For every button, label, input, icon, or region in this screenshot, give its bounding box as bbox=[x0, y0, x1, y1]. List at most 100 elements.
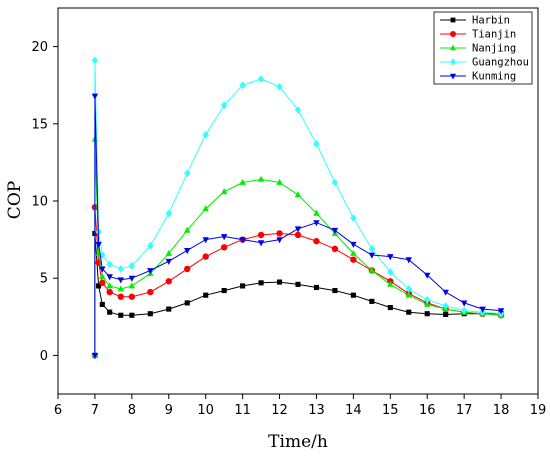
data-point bbox=[202, 237, 209, 244]
data-point bbox=[128, 282, 136, 289]
series-line bbox=[94, 233, 502, 356]
y-axis: 0 5 10 15 20 bbox=[31, 40, 58, 364]
data-point bbox=[294, 191, 302, 198]
data-point bbox=[331, 178, 339, 187]
data-point bbox=[257, 75, 265, 83]
data-point bbox=[117, 265, 124, 273]
data-point bbox=[202, 205, 209, 212]
y-tick-label: 15 bbox=[31, 117, 48, 132]
data-point bbox=[203, 292, 209, 298]
data-point bbox=[368, 266, 376, 273]
x-tick-label: 14 bbox=[345, 403, 362, 418]
series-line bbox=[94, 95, 502, 356]
data-point bbox=[99, 279, 106, 287]
data-point bbox=[99, 301, 105, 308]
data-point bbox=[220, 101, 228, 110]
x-tick-label: 15 bbox=[382, 403, 399, 418]
x-tick-label: 18 bbox=[493, 403, 510, 418]
data-point bbox=[443, 311, 449, 318]
legend-marker bbox=[450, 58, 456, 66]
data-point bbox=[313, 209, 320, 216]
data-point bbox=[257, 175, 265, 182]
data-point bbox=[128, 262, 136, 270]
series-kunming bbox=[91, 93, 505, 360]
legend-marker bbox=[450, 44, 456, 51]
data-point bbox=[96, 283, 102, 289]
data-point bbox=[405, 257, 412, 264]
data-point bbox=[99, 272, 106, 280]
data-point bbox=[424, 295, 431, 304]
data-point bbox=[442, 289, 449, 296]
data-point bbox=[368, 245, 376, 253]
data-point bbox=[276, 82, 283, 91]
data-point bbox=[258, 280, 264, 286]
data-point bbox=[295, 281, 301, 287]
legend-marker bbox=[450, 31, 456, 37]
data-point bbox=[331, 227, 339, 235]
x-tick-label: 7 bbox=[91, 403, 99, 418]
x-tick-label: 10 bbox=[197, 403, 214, 418]
data-point bbox=[276, 230, 283, 237]
data-point bbox=[165, 249, 172, 256]
data-point bbox=[313, 140, 320, 148]
legend-label: Guangzhou bbox=[472, 57, 529, 69]
data-point bbox=[91, 93, 99, 100]
data-point bbox=[147, 288, 154, 296]
data-point bbox=[424, 272, 431, 279]
data-point bbox=[107, 309, 113, 315]
data-point bbox=[129, 312, 135, 318]
series-line bbox=[94, 139, 502, 356]
data-point bbox=[313, 220, 320, 227]
data-point bbox=[147, 311, 153, 317]
data-point bbox=[118, 312, 124, 318]
series-harbin bbox=[92, 230, 504, 358]
series-layer bbox=[91, 56, 505, 360]
data-point bbox=[184, 248, 191, 255]
data-point bbox=[106, 260, 113, 269]
data-point bbox=[387, 304, 393, 311]
series-nanjing bbox=[91, 135, 505, 358]
data-point bbox=[220, 234, 228, 241]
data-point bbox=[424, 311, 430, 317]
data-point bbox=[350, 292, 356, 298]
y-axis-title: COP bbox=[5, 181, 25, 219]
y-tick-label: 0 bbox=[40, 349, 48, 364]
legend-label: Harbin bbox=[472, 15, 510, 27]
data-point bbox=[239, 178, 246, 185]
data-point bbox=[460, 300, 468, 307]
data-point bbox=[294, 106, 302, 114]
x-tick-label: 12 bbox=[271, 403, 288, 418]
data-point bbox=[368, 252, 376, 259]
data-point bbox=[240, 283, 246, 289]
data-point bbox=[276, 178, 283, 185]
y-tick-label: 20 bbox=[31, 40, 48, 55]
data-point bbox=[369, 298, 375, 304]
x-axis: 6 7 8 9 10 11 12 13 14 15 16 17 18 19 bbox=[54, 394, 546, 418]
x-tick-label: 8 bbox=[128, 403, 136, 418]
data-point bbox=[294, 226, 302, 233]
x-tick-label: 13 bbox=[308, 403, 325, 418]
data-point bbox=[220, 188, 228, 195]
legend: Harbin Tianjin Nanjing Guangzhou Kunming bbox=[433, 11, 533, 85]
data-point bbox=[128, 293, 136, 300]
data-point bbox=[220, 244, 228, 251]
data-point bbox=[106, 282, 113, 289]
data-point bbox=[350, 256, 357, 263]
data-point bbox=[99, 266, 106, 273]
data-point bbox=[128, 275, 136, 282]
data-point bbox=[442, 302, 449, 310]
data-point bbox=[91, 56, 99, 65]
data-point bbox=[424, 300, 431, 307]
x-tick-label: 9 bbox=[165, 403, 173, 418]
data-point bbox=[117, 285, 124, 292]
legend-label: Tianjin bbox=[472, 29, 516, 41]
data-point bbox=[331, 245, 339, 253]
data-point bbox=[166, 306, 172, 312]
data-point bbox=[202, 253, 209, 260]
data-point bbox=[184, 300, 190, 306]
data-point bbox=[239, 81, 246, 90]
x-tick-label: 16 bbox=[419, 403, 436, 418]
data-point bbox=[221, 287, 227, 294]
data-point bbox=[184, 226, 191, 233]
data-point bbox=[350, 241, 357, 248]
